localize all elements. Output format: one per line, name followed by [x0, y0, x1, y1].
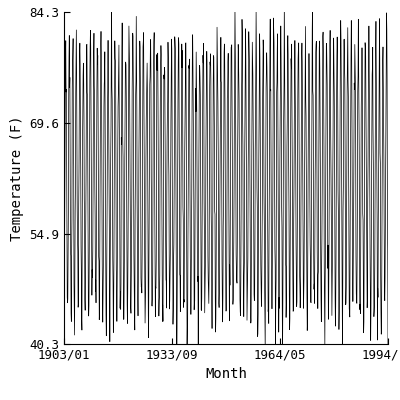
X-axis label: Month: Month — [205, 368, 247, 382]
Y-axis label: Temperature (F): Temperature (F) — [10, 115, 24, 241]
